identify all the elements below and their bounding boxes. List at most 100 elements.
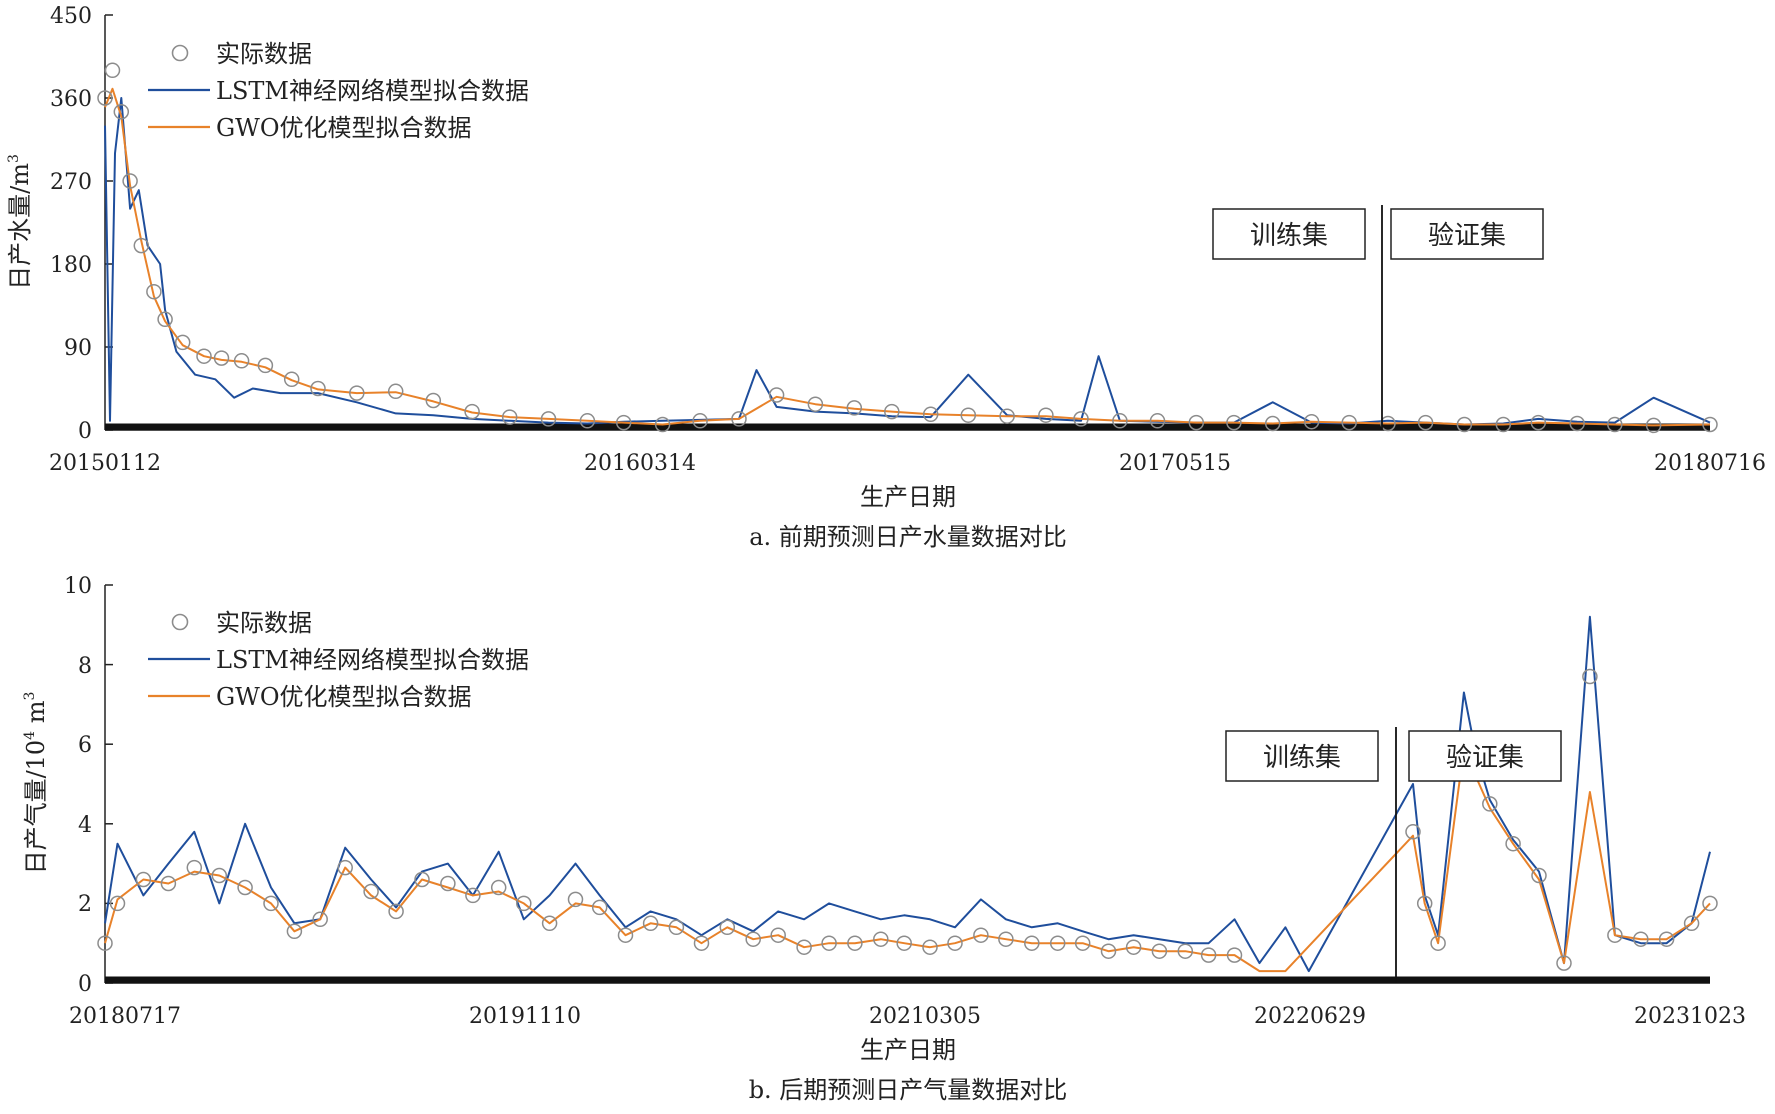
chart-b-actual-point [1226,947,1243,963]
chart-a-actual-point [196,348,212,364]
chart-b-validation-label: 验证集 [1446,743,1524,773]
chart-a-actual-point [999,408,1015,424]
chart-a-caption: a. 前期预测日产水量数据对比 [749,523,1067,551]
chart-b-actual-point [998,931,1014,947]
chart-a-actual-point [97,90,113,106]
chart-a-x-tick-label: 20170515 [1119,451,1231,476]
chart-a-train-box [1212,208,1366,260]
chart-b-actual-point [1633,931,1649,947]
chart-b-actual-point [1582,668,1598,685]
chart-a-actual-point [1380,415,1396,432]
chart-b-actual-point [1658,931,1675,947]
chart-b-actual-point [796,939,812,955]
chart-b-actual-point [1405,824,1421,840]
chart-a-x-tick-label: 20180716 [1654,451,1766,476]
chart-b-actual-point [363,883,379,900]
chart-b-actual-point [388,903,404,920]
chart-a-train-label: 训练集 [1250,221,1328,251]
chart-b-x-tick-label: 20180717 [69,1004,181,1029]
chart-b-actual-point [873,931,889,947]
chart-a-actual-point [1226,414,1242,431]
chart-a-actual-point [846,400,863,416]
chart-b-y-tick-label: 0 [78,972,92,997]
chart-a-actual-point [1495,416,1512,433]
chart-b-x-tick-label: 20220629 [1254,1004,1366,1029]
chart-a-y-tick-label: 90 [64,336,92,361]
chart-a-actual-point [1645,417,1662,434]
chart-a-actual-point [1702,416,1718,433]
chart-b-y-tick-label: 4 [78,813,92,838]
chart-a-actual-point [1456,416,1473,433]
chart-a-actual-point [213,350,230,366]
chart-b-x-tick-label: 20210305 [869,1004,981,1029]
chart-a-actual-point [540,411,557,427]
chart-b-ylabel-text: 日产气量/10 [22,740,50,875]
chart-b-actual-point [237,879,253,896]
chart-b-y-tick-label: 10 [64,574,92,599]
chart-a-actual-point [157,311,173,328]
chart-b-legend-actual-label: 实际数据 [216,609,312,637]
chart-a-y-tick-label: 270 [50,170,92,195]
chart-b-train-box [1225,730,1379,782]
chart-b-actual-point [847,935,863,951]
chart-b-ylabel-sup: 4 [22,731,38,740]
chart-a-actual-point [768,387,785,403]
chart-a-ylabel-text: 日产水量/m [6,163,34,290]
chart-b-actual-point [1200,947,1217,963]
chart-b-actual-point [642,915,659,932]
chart-a-actual-point [1038,407,1054,423]
chart-a-water: 0 90 180 270 360 450 20150112 20160314 2… [6,4,1766,551]
chart-a-y-tick-label: 360 [50,87,92,112]
chart-a-legend-gwo-label: GWO优化模型拟合数据 [216,114,472,142]
chart-b-actual-point [719,919,736,936]
chart-a-actual-point [464,403,480,420]
chart-b-gas: 0 2 4 6 8 10 20180717 20191110 20210305 … [22,574,1746,1104]
chart-a-actual-point [1149,413,1166,429]
chart-b-validation-box [1408,730,1562,782]
chart-a-actual-point [579,413,596,429]
chart-a-y-tick-label: 0 [78,419,92,444]
chart-b-actual-point [440,875,456,892]
chart-a-x-axis-label: 生产日期 [860,483,956,511]
chart-b-legend: 实际数据 LSTM神经网络模型拟合数据 GWO优化模型拟合数据 [148,609,529,711]
chart-a-lstm-series-line [104,97,1711,426]
chart-b-actual-point [160,875,177,892]
chart-b-actual-point [1531,867,1547,884]
chart-b-actual-point [617,927,634,943]
chart-b-y-axis-label: 日产气量/104 m3 [22,692,50,875]
chart-a-y-axis-label: 日产水量/m3 [6,154,34,290]
chart-b-y-tick-label: 2 [78,892,92,917]
chart-a-actual-point [807,396,824,412]
chart-b-actual-point [1683,915,1700,932]
chart-b-caption: b. 后期预测日产气量数据对比 [749,1076,1068,1104]
chart-b-actual-point [1556,955,1572,971]
chart-b-y-tick-label: 6 [78,733,92,758]
chart-b-actual-point [1100,943,1117,959]
chart-b-actual-point [109,895,126,912]
chart-a-x-tick-label: 20150112 [49,451,161,476]
chart-a-actual-point [1341,414,1357,431]
chart-b-actual-point [1430,935,1446,951]
chart-b-legend-actual-marker [171,613,189,631]
chart-b-actual-point [668,919,685,936]
chart-b-legend-lstm-label: LSTM神经网络模型拟合数据 [216,646,529,674]
chart-b-actual-point [465,887,481,904]
chart-b-actual-point [211,867,228,884]
chart-b-actual-point [1482,796,1498,812]
chart-a-actual-point [1417,414,1434,431]
chart-b-x-tick-label: 20191110 [469,1004,581,1029]
chart-a-actual-point [960,407,977,423]
chart-b-y-tick-label: 8 [78,654,92,679]
chart-a-actual-point [615,414,632,431]
chart-a-actual-point [122,173,138,189]
chart-a-legend-actual-label: 实际数据 [216,40,312,68]
chart-b-actual-point [414,871,430,888]
chart-b-actual-point [1177,943,1194,959]
chart-b-actual-point [1125,939,1142,955]
chart-a-actual-point [104,62,121,79]
chart-b-actual-point [312,911,328,928]
chart-b-actual-point [896,935,912,951]
chart-b-ylabel-unit: m [22,700,50,731]
chart-b-actual-point [1416,895,1433,912]
chart-a-actual-point [1073,411,1089,427]
